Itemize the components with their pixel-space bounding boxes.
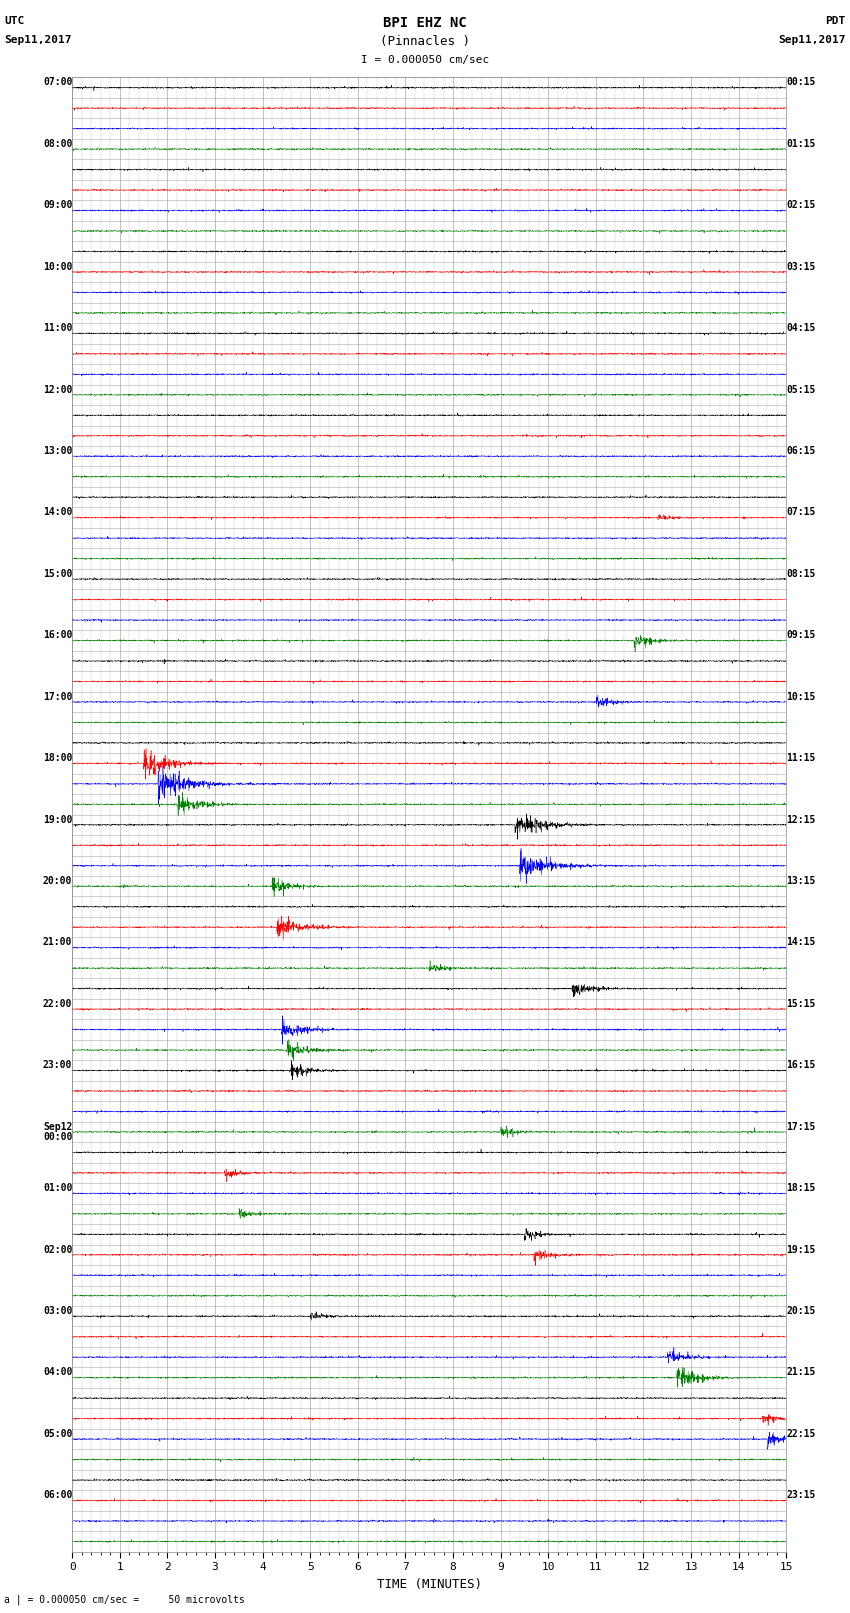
Text: 03:15: 03:15 [786,261,816,271]
Text: I = 0.000050 cm/sec: I = 0.000050 cm/sec [361,55,489,65]
Text: 15:15: 15:15 [786,998,816,1008]
Text: 00:00: 00:00 [42,1132,72,1142]
Text: 09:00: 09:00 [42,200,72,210]
Text: 13:00: 13:00 [42,447,72,456]
Text: 20:15: 20:15 [786,1307,816,1316]
Text: 04:15: 04:15 [786,323,816,334]
Text: 06:00: 06:00 [42,1490,72,1500]
Text: 22:00: 22:00 [42,998,72,1008]
Text: 12:15: 12:15 [786,815,816,824]
Text: 07:00: 07:00 [42,77,72,87]
Text: 18:00: 18:00 [42,753,72,763]
Text: 08:00: 08:00 [42,139,72,148]
Text: 20:00: 20:00 [42,876,72,886]
Text: (Pinnacles ): (Pinnacles ) [380,35,470,48]
Text: Sep11,2017: Sep11,2017 [779,35,846,45]
Text: 23:15: 23:15 [786,1490,816,1500]
Text: 06:15: 06:15 [786,447,816,456]
Text: 01:15: 01:15 [786,139,816,148]
Text: 01:00: 01:00 [42,1184,72,1194]
Text: 03:00: 03:00 [42,1307,72,1316]
Text: 19:15: 19:15 [786,1245,816,1255]
Text: Sep12: Sep12 [42,1121,72,1132]
Text: 16:15: 16:15 [786,1060,816,1071]
Text: 00:15: 00:15 [786,77,816,87]
Text: 15:00: 15:00 [42,569,72,579]
Text: 11:00: 11:00 [42,323,72,334]
Text: BPI EHZ NC: BPI EHZ NC [383,16,467,31]
Text: 10:15: 10:15 [786,692,816,702]
Text: 02:15: 02:15 [786,200,816,210]
Text: Sep11,2017: Sep11,2017 [4,35,71,45]
Text: 05:15: 05:15 [786,384,816,395]
Text: 12:00: 12:00 [42,384,72,395]
Text: 08:15: 08:15 [786,569,816,579]
Text: 18:15: 18:15 [786,1184,816,1194]
Text: 09:15: 09:15 [786,631,816,640]
Text: 22:15: 22:15 [786,1429,816,1439]
Text: 05:00: 05:00 [42,1429,72,1439]
Text: a | = 0.000050 cm/sec =     50 microvolts: a | = 0.000050 cm/sec = 50 microvolts [4,1594,245,1605]
Text: 13:15: 13:15 [786,876,816,886]
Text: 17:00: 17:00 [42,692,72,702]
Text: PDT: PDT [825,16,846,26]
Text: 14:00: 14:00 [42,508,72,518]
Text: 04:00: 04:00 [42,1368,72,1378]
Text: 10:00: 10:00 [42,261,72,271]
Text: 11:15: 11:15 [786,753,816,763]
Text: 02:00: 02:00 [42,1245,72,1255]
X-axis label: TIME (MINUTES): TIME (MINUTES) [377,1578,482,1590]
Text: 21:00: 21:00 [42,937,72,947]
Text: 07:15: 07:15 [786,508,816,518]
Text: 17:15: 17:15 [786,1121,816,1132]
Text: 21:15: 21:15 [786,1368,816,1378]
Text: 19:00: 19:00 [42,815,72,824]
Text: 14:15: 14:15 [786,937,816,947]
Text: 23:00: 23:00 [42,1060,72,1071]
Text: UTC: UTC [4,16,25,26]
Text: 16:00: 16:00 [42,631,72,640]
